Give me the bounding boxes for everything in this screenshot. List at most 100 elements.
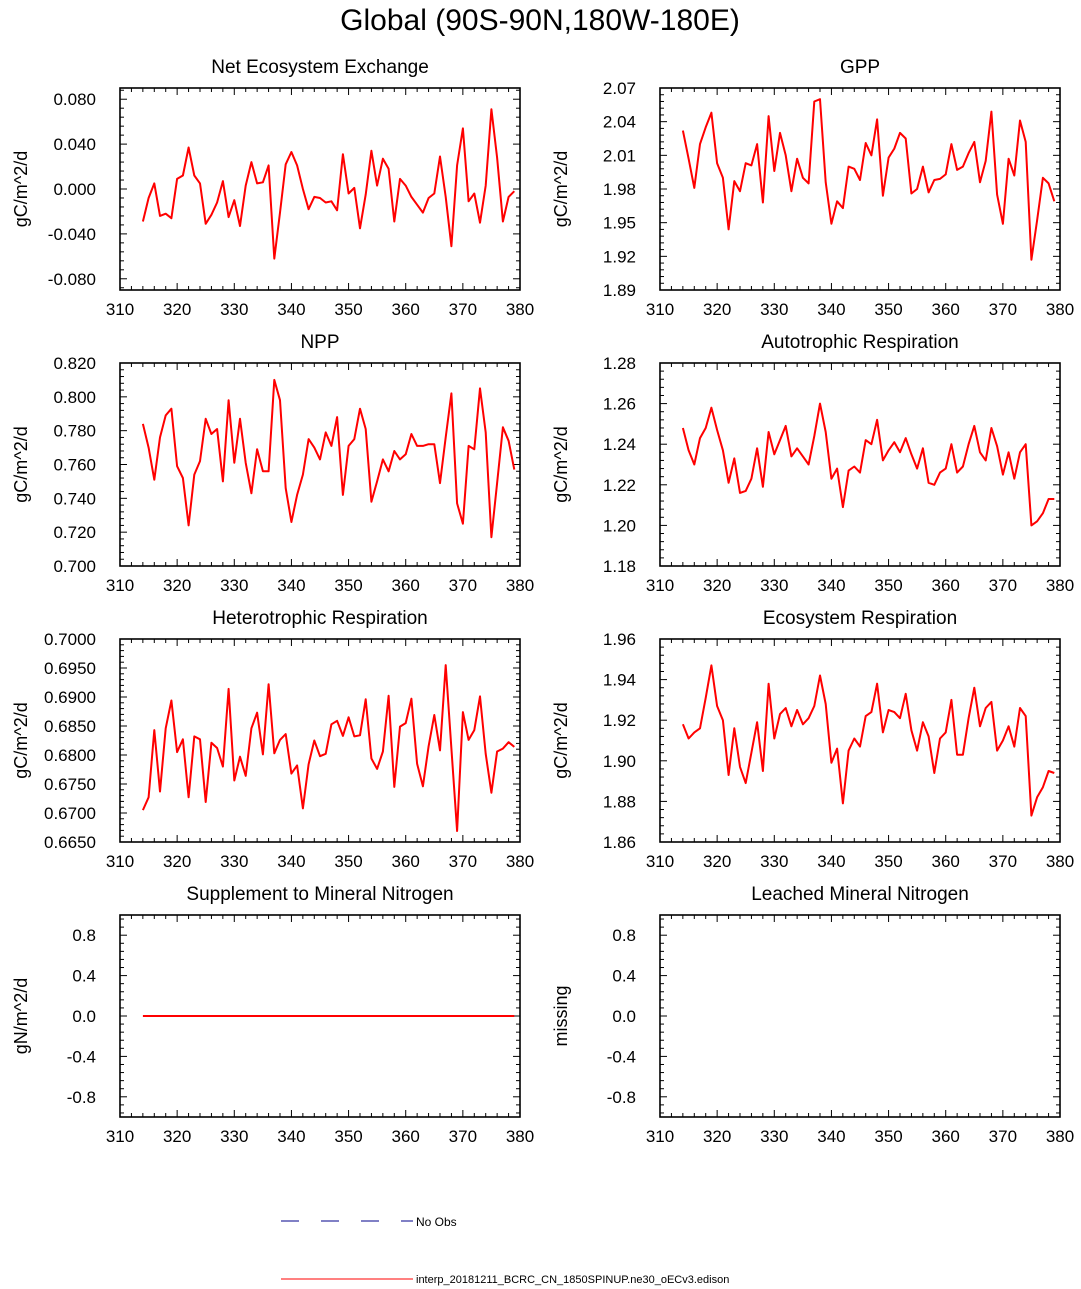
x-tick-label: 310 bbox=[106, 852, 134, 871]
y-tick-label: 0.820 bbox=[53, 354, 96, 373]
x-tick-label: 320 bbox=[703, 300, 731, 319]
panel: Supplement to Mineral Nitrogen 310 320 330 3… bbox=[11, 884, 534, 1146]
x-tick-label: 310 bbox=[106, 576, 134, 595]
y-tick-label: 0.780 bbox=[53, 422, 96, 441]
x-tick-label: 310 bbox=[646, 300, 674, 319]
x-tick-label: 330 bbox=[760, 1127, 788, 1146]
x-tick-label: 380 bbox=[506, 576, 534, 595]
plot-frame bbox=[659, 362, 1061, 567]
x-tick-label: 310 bbox=[106, 1127, 134, 1146]
x-tick-label: 340 bbox=[277, 576, 305, 595]
y-tick-label: -0.080 bbox=[48, 270, 96, 289]
x-tick-label: 360 bbox=[392, 852, 420, 871]
y-tick-label: 0.760 bbox=[53, 456, 96, 475]
x-tick-label: 320 bbox=[163, 852, 191, 871]
y-tick-label: 1.98 bbox=[603, 180, 636, 199]
y-axis-label: gC/m^2/d bbox=[11, 702, 31, 778]
x-tick-label: 370 bbox=[449, 1127, 477, 1146]
panel: GPP 310 320 330 340 350 360 370 380 1.89 1.92 1.95 1… bbox=[551, 57, 1074, 319]
x-tick-label: 380 bbox=[506, 300, 534, 319]
x-tick-label: 380 bbox=[1046, 1127, 1074, 1146]
y-axis-label: gC/m^2/d bbox=[11, 151, 31, 227]
y-tick-label: 0.8 bbox=[612, 926, 636, 945]
y-tick-label: 0.740 bbox=[53, 489, 96, 508]
x-tick-label: 320 bbox=[163, 300, 191, 319]
y-axis-label: gC/m^2/d bbox=[11, 426, 31, 502]
series-line bbox=[681, 664, 1055, 817]
y-tick-label: 0.4 bbox=[612, 967, 636, 986]
y-tick-label: -0.4 bbox=[67, 1047, 96, 1066]
y-axis-label: gN/m^2/d bbox=[11, 978, 31, 1054]
y-tick-label: 2.01 bbox=[603, 146, 636, 165]
y-tick-label: 0.0 bbox=[72, 1007, 96, 1026]
y-tick-label: 0.8 bbox=[72, 926, 96, 945]
panel: Ecosystem Respiration 310 320 330 340 350 360 3… bbox=[551, 608, 1074, 871]
panel-title: Ecosystem Respiration bbox=[763, 608, 957, 629]
y-tick-label: 0.6700 bbox=[44, 804, 96, 823]
y-tick-label: 0.0 bbox=[612, 1007, 636, 1026]
x-tick-label: 380 bbox=[1046, 852, 1074, 871]
y-tick-label: 0.4 bbox=[72, 967, 96, 986]
x-tick-label: 350 bbox=[874, 300, 902, 319]
y-tick-label: 1.95 bbox=[603, 214, 636, 233]
x-tick-label: 370 bbox=[449, 852, 477, 871]
y-axis-label: gC/m^2/d bbox=[551, 151, 571, 227]
x-tick-label: 350 bbox=[334, 852, 362, 871]
y-tick-label: 1.92 bbox=[603, 711, 636, 730]
y-tick-label: 1.89 bbox=[603, 281, 636, 300]
series-line bbox=[681, 98, 1056, 261]
x-tick-label: 360 bbox=[932, 852, 960, 871]
plot-frame bbox=[659, 914, 1061, 1118]
panel-title: Supplement to Mineral Nitrogen bbox=[186, 884, 453, 905]
panel: Autotrophic Respiration 310 320 330 340 350 36… bbox=[551, 332, 1074, 595]
panel: Heterotrophic Respiration 310 320 330 340 350… bbox=[11, 608, 534, 871]
x-tick-label: 370 bbox=[989, 1127, 1017, 1146]
x-tick-label: 380 bbox=[506, 1127, 534, 1146]
y-tick-label: 1.92 bbox=[603, 247, 636, 266]
y-tick-label: 1.86 bbox=[603, 833, 636, 852]
plot-frame bbox=[119, 87, 521, 291]
y-tick-label: 0.7000 bbox=[44, 630, 96, 649]
panels: Net Ecosystem Exchange 310 320 330 340 350 360… bbox=[11, 57, 1074, 1146]
panel: NPP 310 320 330 340 350 360 370 380 0.700 0.720 0.7… bbox=[11, 332, 534, 595]
x-tick-label: 340 bbox=[277, 300, 305, 319]
series-line bbox=[681, 402, 1055, 527]
x-tick-label: 320 bbox=[703, 1127, 731, 1146]
x-tick-label: 320 bbox=[163, 576, 191, 595]
panel-title: Leached Mineral Nitrogen bbox=[751, 884, 969, 905]
plot-frame bbox=[659, 638, 1061, 843]
x-tick-label: 350 bbox=[334, 300, 362, 319]
y-tick-label: 1.18 bbox=[603, 557, 636, 576]
plot-frame bbox=[119, 362, 521, 567]
y-tick-label: 1.22 bbox=[603, 476, 636, 495]
legend: No Obs interp_20181211_BCRC_CN_1850SPINU… bbox=[281, 1215, 729, 1286]
x-tick-label: 370 bbox=[449, 300, 477, 319]
x-tick-label: 330 bbox=[760, 852, 788, 871]
y-tick-label: 2.04 bbox=[603, 113, 636, 132]
panel: Leached Mineral Nitrogen 310 320 330 340 350 3… bbox=[551, 884, 1074, 1146]
x-tick-label: 370 bbox=[989, 576, 1017, 595]
y-tick-label: 0.6850 bbox=[44, 717, 96, 736]
x-tick-label: 310 bbox=[646, 1127, 674, 1146]
x-tick-label: 350 bbox=[874, 576, 902, 595]
figure-title: Global (90S-90N,180W-180E) bbox=[340, 4, 740, 37]
x-tick-label: 340 bbox=[277, 1127, 305, 1146]
y-tick-label: 0.720 bbox=[53, 523, 96, 542]
panel-title: Autotrophic Respiration bbox=[761, 332, 959, 353]
panel-title: GPP bbox=[840, 57, 880, 78]
y-tick-label: -0.4 bbox=[607, 1047, 636, 1066]
x-tick-label: 340 bbox=[817, 300, 845, 319]
legend-model-label: interp_20181211_BCRC_CN_1850SPINUP.ne30_… bbox=[416, 1274, 729, 1286]
x-tick-label: 340 bbox=[817, 852, 845, 871]
x-tick-label: 360 bbox=[932, 576, 960, 595]
plot-frame bbox=[119, 638, 521, 843]
y-tick-label: 1.94 bbox=[603, 671, 636, 690]
x-tick-label: 320 bbox=[163, 1127, 191, 1146]
y-tick-label: 1.90 bbox=[603, 752, 636, 771]
x-tick-label: 350 bbox=[334, 576, 362, 595]
y-tick-label: -0.8 bbox=[607, 1088, 636, 1107]
y-tick-label: 2.07 bbox=[603, 79, 636, 98]
x-tick-label: 360 bbox=[392, 576, 420, 595]
x-tick-label: 340 bbox=[817, 1127, 845, 1146]
x-tick-label: 330 bbox=[220, 300, 248, 319]
